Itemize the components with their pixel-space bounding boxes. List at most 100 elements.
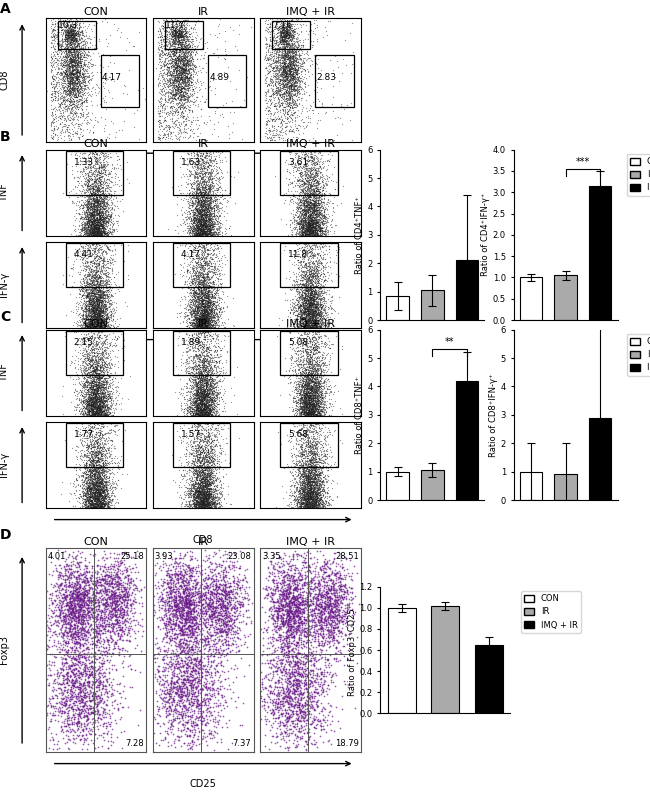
Point: [292, 340, 303, 353]
Point: [309, 229, 320, 242]
Point: [159, 717, 170, 730]
Point: [294, 174, 304, 186]
Point: [73, 222, 84, 235]
Point: [75, 27, 86, 40]
Point: [298, 300, 308, 313]
Point: [194, 483, 204, 496]
Point: [207, 352, 217, 365]
Point: [172, 71, 183, 84]
Point: [190, 487, 201, 500]
Point: [318, 500, 329, 513]
Point: [283, 573, 294, 586]
Point: [86, 569, 97, 582]
Point: [73, 48, 83, 61]
Point: [97, 226, 107, 239]
Point: [79, 79, 90, 92]
Point: [84, 496, 94, 509]
Point: [316, 622, 326, 634]
Point: [191, 407, 202, 420]
Point: [196, 311, 207, 324]
Point: [294, 301, 305, 314]
Point: [66, 591, 77, 604]
Point: [309, 314, 319, 327]
Point: [93, 402, 103, 415]
Point: [177, 40, 187, 53]
Point: [264, 90, 274, 102]
Point: [90, 486, 100, 499]
Point: [83, 426, 94, 439]
Point: [281, 39, 291, 52]
Point: [292, 302, 303, 314]
Point: [95, 618, 105, 630]
Point: [274, 64, 284, 77]
Point: [281, 593, 291, 606]
Point: [216, 613, 227, 626]
Point: [90, 464, 100, 477]
Point: [300, 177, 311, 190]
Point: [72, 37, 83, 50]
Point: [301, 614, 311, 626]
Point: [168, 45, 179, 58]
Point: [299, 56, 309, 69]
Point: [306, 380, 316, 393]
Point: [84, 274, 95, 287]
Point: [170, 119, 180, 132]
Point: [72, 32, 82, 45]
Point: [90, 306, 101, 318]
Point: [90, 335, 101, 348]
Point: [183, 34, 194, 47]
Point: [72, 94, 82, 106]
Point: [90, 469, 100, 482]
Point: [181, 592, 192, 605]
Point: [117, 547, 127, 560]
Point: [196, 262, 207, 275]
Point: [310, 341, 320, 354]
Point: [83, 378, 93, 391]
Point: [199, 197, 209, 210]
Point: [181, 728, 192, 741]
Point: [298, 210, 308, 222]
Point: [295, 439, 306, 452]
Point: [194, 498, 204, 510]
Point: [304, 379, 315, 392]
Point: [81, 178, 92, 191]
Point: [62, 103, 72, 116]
Point: [309, 224, 320, 237]
Point: [95, 225, 105, 238]
Point: [68, 84, 78, 97]
Point: [68, 88, 79, 101]
Point: [96, 500, 107, 513]
Point: [58, 56, 68, 69]
Point: [188, 481, 198, 494]
Point: [309, 309, 319, 322]
Point: [301, 372, 311, 385]
Point: [187, 710, 198, 723]
Point: [221, 638, 231, 651]
Point: [71, 384, 81, 397]
Point: [173, 688, 183, 701]
Point: [98, 387, 108, 400]
Point: [98, 559, 109, 572]
Point: [307, 226, 317, 239]
Point: [304, 197, 315, 210]
Point: [202, 290, 212, 303]
Point: [295, 432, 306, 445]
Point: [292, 494, 302, 507]
Point: [312, 185, 322, 198]
Point: [269, 614, 280, 626]
Point: [300, 406, 311, 419]
Point: [278, 641, 288, 654]
Point: [309, 489, 320, 502]
Point: [289, 37, 300, 50]
Point: [91, 286, 101, 298]
Point: [314, 380, 324, 393]
Point: [196, 407, 206, 420]
Point: [300, 226, 311, 239]
Point: [302, 403, 313, 416]
Point: [292, 667, 303, 680]
Point: [318, 474, 329, 486]
Point: [301, 285, 311, 298]
Point: [123, 574, 133, 586]
Point: [299, 402, 309, 414]
Point: [178, 62, 188, 75]
